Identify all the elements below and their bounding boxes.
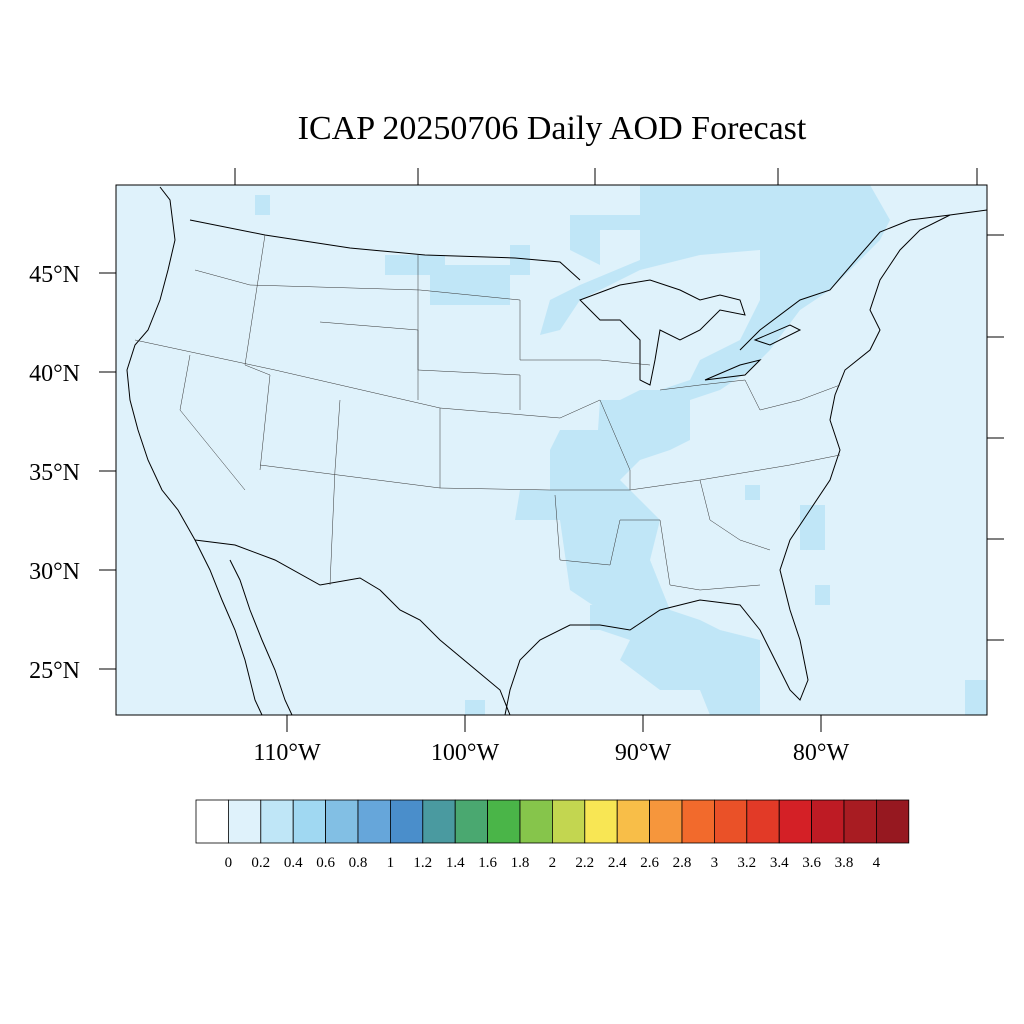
colorbar-swatch (325, 799, 359, 844)
colorbar-label: 1.4 (446, 855, 465, 871)
colorbar-label: 1.2 (413, 855, 432, 871)
map-frame (115, 184, 988, 716)
colorbar-label: 2.6 (640, 855, 659, 871)
left-ticks (99, 272, 116, 670)
colorbar-label: 1.6 (478, 855, 497, 871)
colorbar-swatch (454, 799, 489, 844)
colorbar-label: 3 (711, 855, 719, 871)
lat-label-25: 25°N (29, 658, 80, 684)
colorbar-swatch (584, 799, 618, 844)
lat-label-45: 45°N (29, 262, 80, 288)
top-ticks (234, 168, 978, 185)
lon-label-90: 90°W (615, 740, 672, 766)
colorbar-swatch (227, 799, 262, 844)
colorbar-swatch (260, 799, 294, 844)
colorbar-label: 2.2 (575, 855, 594, 871)
lat-label-30: 30°N (29, 559, 80, 585)
lon-label-110: 110°W (253, 740, 321, 766)
colorbar-label: 0 (225, 855, 233, 871)
colorbar-label: 0.8 (349, 855, 368, 871)
colorbar-swatch (616, 799, 651, 844)
right-ticks (987, 234, 1004, 641)
colorbar-label: 2 (549, 855, 557, 871)
colorbar-swatch (843, 799, 877, 844)
lon-label-80: 80°W (793, 740, 850, 766)
colorbar-label: 0.2 (251, 855, 270, 871)
lat-label-40: 40°N (29, 361, 80, 387)
colorbar-label: 0.4 (284, 855, 303, 871)
aod-plume-layer (255, 185, 987, 715)
colorbar-swatch (357, 799, 391, 844)
colorbar-label: 2.4 (608, 855, 627, 871)
colorbar-swatch (552, 799, 586, 844)
colorbar-swatch (746, 799, 780, 844)
colorbar-swatch (714, 799, 748, 844)
colorbar-swatch (778, 799, 813, 844)
bottom-ticks (286, 715, 822, 732)
colorbar-swatch (389, 799, 424, 844)
colorbar-swatch (195, 799, 229, 844)
colorbar-swatch (292, 799, 327, 844)
map-title: ICAP 20250706 Daily AOD Forecast (297, 110, 807, 147)
colorbar-swatch (487, 799, 521, 844)
colorbar-swatch (876, 799, 910, 844)
colorbar: 0 0.2 0.4 0.6 0.8 1 1.2 1.4 1.6 1.8 2 2.2 2.4 2.6 2.8 3… (195, 799, 910, 871)
colorbar-swatch (811, 799, 845, 844)
colorbar-label: 1.8 (511, 855, 530, 871)
colorbar-label: 2.8 (673, 855, 692, 871)
lat-label-35: 35°N (29, 460, 80, 486)
colorbar-label: 3.6 (802, 855, 821, 871)
colorbar-label: 1 (387, 855, 395, 871)
colorbar-swatch (519, 799, 553, 844)
colorbar-swatch (422, 799, 456, 844)
colorbar-swatch (649, 799, 683, 844)
colorbar-label: 3.4 (770, 855, 789, 871)
colorbar-label: 3.8 (835, 855, 854, 871)
lon-label-100: 100°W (431, 740, 500, 766)
coastlines-and-borders (126, 186, 988, 716)
colorbar-label: 4 (873, 855, 881, 871)
state-borders (134, 234, 841, 591)
colorbar-swatch (681, 799, 715, 844)
colorbar-label: 3.2 (737, 855, 756, 871)
colorbar-label: 0.6 (316, 855, 335, 871)
